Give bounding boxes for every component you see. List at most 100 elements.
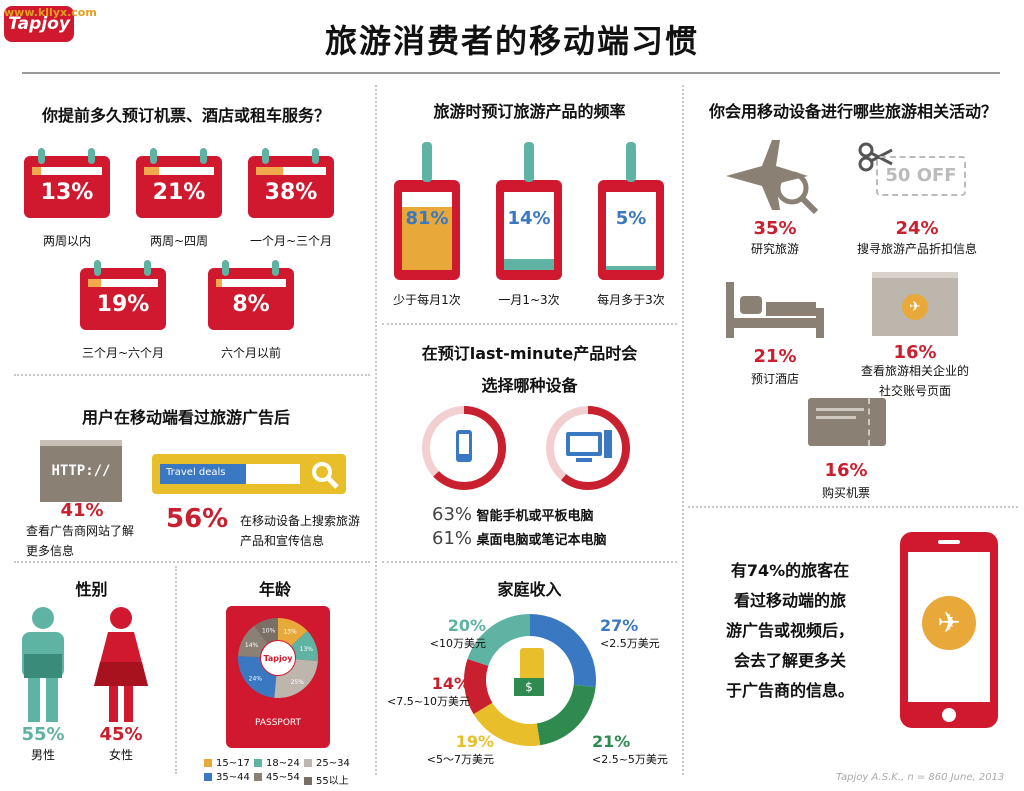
- browser-icon: HTTP://: [40, 440, 122, 502]
- income-pct: 20%: [447, 616, 486, 635]
- income-donut-chart: [464, 614, 596, 746]
- activity-pct: 21%: [753, 346, 797, 367]
- scissors-icon: [858, 142, 893, 172]
- passport-icon: 13% 13% 25% 24% 14% 10% Tapjoy PASSPORT: [226, 606, 330, 748]
- age-slice-label: 14%: [245, 642, 259, 649]
- ticket-icon: [808, 398, 886, 446]
- luggage-tag-icon: 5%: [598, 142, 664, 280]
- age-legend-item: 18~24: [254, 758, 300, 769]
- age-legend-item: 35~44: [204, 772, 250, 783]
- income-slice: [467, 614, 530, 666]
- age-slice-label: 24%: [249, 676, 263, 683]
- male-pct: 55%: [21, 724, 65, 745]
- phone-ring-progress: [422, 406, 506, 490]
- conclusion-line: 于广告商的信息。: [725, 681, 854, 700]
- calendar-label: 两周以内: [42, 234, 91, 248]
- coupon-icon: 50 OFF: [876, 156, 966, 196]
- income-slice: [536, 684, 596, 746]
- calendar-icon: 38%: [248, 148, 334, 218]
- search-field-fill: [160, 464, 246, 484]
- calendar-pct: 13%: [40, 180, 94, 205]
- income-label: 19% <5～7万美元: [402, 732, 494, 767]
- divider: [682, 85, 684, 775]
- frequency-pct: 5%: [615, 208, 647, 229]
- luggage-tag-icon: 81%: [394, 142, 460, 280]
- age-slice: [274, 659, 318, 698]
- calendar-pct: 38%: [264, 180, 318, 205]
- conclusion-line: 游广告或视频后，: [725, 621, 854, 640]
- age-legend-label: 55以上: [316, 776, 349, 787]
- calendar-pct: 8%: [232, 292, 270, 317]
- plane-badge-icon: ✈: [902, 294, 928, 320]
- tapjoy-logo: Tapjoy: [4, 6, 74, 42]
- ads-label-1b: 更多信息: [26, 544, 75, 558]
- frequency-pct: 14%: [507, 208, 551, 229]
- income-label: 14% <7.5~10万美元: [378, 674, 470, 709]
- age-legend-item: 25~34: [304, 758, 350, 769]
- income-label: 27% <2.5万美元: [600, 616, 692, 651]
- http-text: HTTP://: [51, 463, 111, 479]
- divider: [175, 566, 177, 774]
- page-title: 旅游消费者的移动端习惯: [324, 22, 699, 60]
- female-pct: 45%: [99, 724, 143, 745]
- income-pct: 14%: [431, 674, 470, 693]
- lastminute-row-2: 61% 桌面电脑或笔记本电脑: [432, 528, 606, 549]
- conclusion-line: 会去了解更多关: [733, 651, 846, 670]
- divider: [382, 561, 677, 563]
- calendar-icon: 21%: [136, 148, 222, 218]
- calendar-label: 一个月~三个月: [249, 234, 333, 248]
- coins-icon: $: [514, 648, 548, 696]
- logo-text: Tapjoy: [8, 14, 70, 34]
- age-legend-item: 15~17: [204, 758, 250, 769]
- divider: [382, 323, 677, 325]
- age-slice-label: 13%: [283, 629, 297, 636]
- lastminute-label: 智能手机或平板电脑: [476, 509, 594, 524]
- divider: [375, 85, 377, 775]
- advance-booking-heading: 你提前多久预订机票、酒店或租车服务？: [41, 106, 330, 125]
- activity-label: 社交账号页面: [878, 384, 951, 398]
- age-pie-chart: 13% 13% 25% 24% 14% 10% Tapjoy: [238, 618, 318, 698]
- conclusion-text: 有74%的旅客在 看过移动端的旅 游广告或视频后， 会去了解更多关 于广告商的信息。: [700, 556, 880, 706]
- activity-label: 查看旅游相关企业的: [860, 364, 969, 378]
- age-legend-item: 45~54: [254, 772, 300, 783]
- income-slice: [464, 658, 493, 715]
- frequency-label: 每月多于3次: [597, 293, 665, 307]
- age-slice: [238, 625, 268, 658]
- female-label: 女性: [108, 748, 133, 762]
- income-range: <7.5~10万美元: [387, 695, 470, 708]
- income-slice: [530, 614, 596, 688]
- webpage-icon: ✈: [872, 272, 958, 336]
- age-legend-label: 25~34: [316, 758, 350, 769]
- age-heading: 年龄: [258, 580, 291, 599]
- title-rule: [22, 72, 1000, 74]
- coupon-text: 50 OFF: [885, 165, 957, 186]
- age-slice: [278, 618, 308, 646]
- income-pct: 19%: [455, 732, 494, 751]
- age-chart-logo: Tapjoy: [263, 654, 293, 663]
- income-label: 21% <2.5~5万美元: [592, 732, 684, 767]
- calendar-label: 两周~四周: [149, 234, 209, 248]
- activity-label: 研究旅游: [750, 242, 799, 256]
- search-icon: [310, 460, 340, 494]
- ads-label-2a: 在移动设备上搜索旅游: [240, 514, 361, 528]
- income-range: <10万美元: [429, 637, 486, 650]
- activity-pct: 16%: [824, 460, 868, 481]
- ads-label-2b: 产品和宣传信息: [240, 534, 325, 548]
- age-legend-label: 35~44: [216, 772, 250, 783]
- calendar-icon: 8%: [208, 260, 294, 330]
- age-slice-label: 10%: [262, 627, 276, 634]
- lastminute-row-1: 63% 智能手机或平板电脑: [432, 504, 593, 525]
- frequency-label: 一月1~3次: [498, 293, 560, 307]
- activities-heading: 你会用移动设备进行哪些旅游相关活动？: [708, 102, 997, 121]
- age-legend-label: 45~54: [266, 772, 300, 783]
- age-slice-label: 13%: [300, 646, 314, 653]
- calendar-label: 六个月以前: [220, 346, 281, 360]
- phone-icon: ✈: [900, 532, 998, 728]
- conclusion-line: 看过移动端的旅: [733, 591, 846, 610]
- frequency-pct: 81%: [405, 208, 449, 229]
- calendar-label: 三个月~六个月: [81, 346, 165, 360]
- source-note: Tapjoy A.S.K., n = 860 June, 2013: [836, 772, 1005, 783]
- ads-pct-2: 56%: [166, 504, 229, 534]
- desktop-ring-progress: [546, 406, 630, 490]
- lastminute-pct: 61%: [432, 528, 473, 549]
